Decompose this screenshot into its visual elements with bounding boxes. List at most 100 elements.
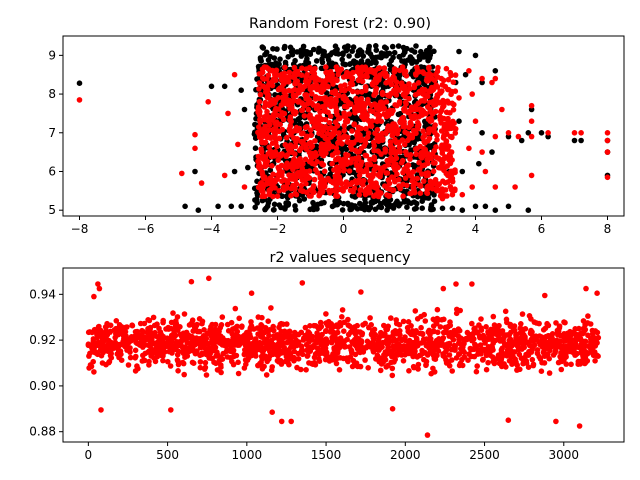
data-point (312, 138, 318, 144)
data-point (375, 138, 382, 144)
data-point (374, 126, 381, 133)
data-point (295, 116, 302, 123)
data-point (402, 83, 408, 90)
data-point (343, 96, 350, 102)
x-tick-label: 1500 (311, 448, 342, 462)
data-point (431, 369, 438, 375)
data-point (263, 162, 270, 168)
data-point (482, 168, 489, 175)
data-point (461, 349, 468, 356)
data-point (382, 73, 389, 79)
data-point (221, 172, 228, 179)
data-point (441, 115, 447, 122)
data-point (423, 47, 430, 54)
data-point (305, 106, 312, 113)
data-point (103, 361, 109, 368)
data-point (371, 326, 378, 333)
data-point (111, 327, 118, 333)
data-point (425, 195, 432, 201)
data-point (225, 328, 232, 334)
data-point (427, 178, 434, 185)
data-point (479, 149, 485, 155)
data-point (310, 183, 317, 189)
data-point (356, 349, 362, 355)
data-point (245, 164, 251, 171)
data-point (592, 358, 598, 364)
data-point (255, 184, 262, 191)
data-point (469, 184, 476, 190)
data-point (559, 349, 565, 356)
data-point (459, 191, 466, 198)
data-point (391, 177, 398, 183)
data-point (480, 346, 486, 353)
data-point (243, 361, 249, 368)
data-point (198, 180, 205, 186)
data-point (287, 114, 294, 120)
data-point (202, 359, 209, 366)
data-point (371, 147, 377, 154)
data-point (400, 181, 406, 188)
data-point (203, 349, 209, 355)
data-point (434, 137, 440, 143)
data-point (323, 64, 329, 70)
data-point (389, 406, 396, 412)
data-point (405, 319, 412, 325)
data-point (378, 361, 385, 367)
data-point (272, 179, 278, 185)
data-point (205, 99, 211, 105)
data-point (382, 149, 389, 155)
data-point (558, 356, 565, 362)
data-point (268, 153, 275, 160)
data-point (472, 344, 478, 350)
data-point (305, 352, 311, 359)
data-point (258, 180, 265, 186)
data-point (137, 320, 144, 327)
data-point (402, 49, 408, 56)
data-point (553, 418, 559, 425)
data-point (350, 44, 357, 50)
data-point (379, 130, 386, 137)
data-point (319, 189, 326, 196)
data-point (367, 315, 373, 321)
data-point (325, 139, 332, 146)
data-point (490, 313, 497, 320)
data-point (343, 179, 350, 185)
data-point (389, 365, 396, 372)
chart-random-forest: Random Forest (r2: 0.90) −8 −6 −4 −2 0 2 4 6 856… (48, 16, 625, 236)
data-point (575, 358, 582, 365)
data-point (307, 335, 313, 342)
data-point (549, 331, 556, 337)
data-point (479, 75, 485, 82)
data-point (407, 54, 414, 60)
data-point (304, 331, 311, 337)
data-point (389, 372, 396, 379)
data-point (383, 113, 390, 120)
data-point (427, 99, 433, 106)
data-point (306, 149, 313, 156)
data-point (462, 71, 469, 78)
data-point (350, 188, 356, 195)
data-point (300, 139, 306, 145)
data-point (187, 340, 194, 347)
data-point (270, 341, 277, 348)
data-point (97, 327, 104, 334)
data-point (362, 199, 369, 206)
data-point (352, 194, 358, 200)
data-point (515, 133, 522, 140)
data-point (103, 323, 110, 330)
data-point (450, 107, 457, 113)
data-point (440, 285, 447, 292)
data-point (511, 349, 518, 355)
data-point (483, 324, 489, 330)
data-point (443, 139, 450, 145)
data-point (441, 103, 447, 109)
data-point (310, 46, 317, 53)
data-point (311, 359, 318, 366)
data-point (530, 361, 537, 368)
data-point (391, 346, 397, 353)
data-point (446, 352, 453, 358)
data-point (425, 130, 432, 136)
data-point (377, 72, 383, 78)
data-point (405, 162, 412, 169)
